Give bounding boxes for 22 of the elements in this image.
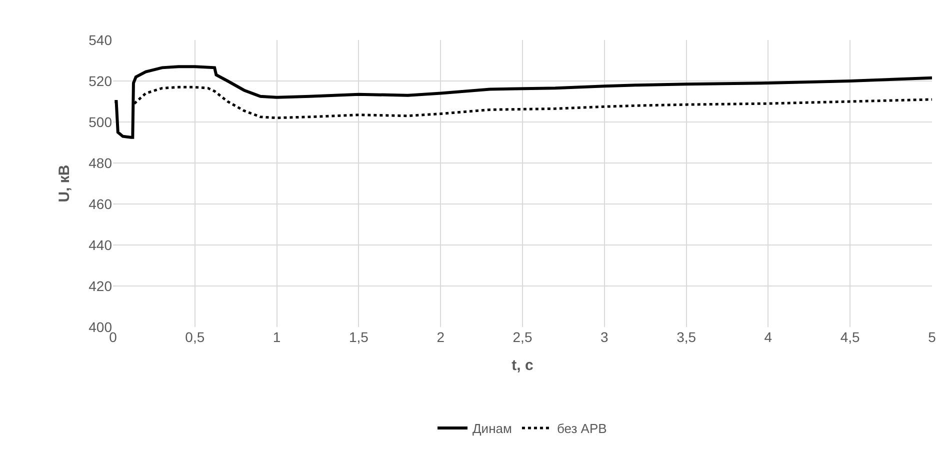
- y-tick-label: 420: [88, 278, 112, 294]
- y-tick-label: 460: [88, 196, 112, 212]
- y-axis-title: U, кВ: [56, 164, 73, 202]
- legend-label: без АРВ: [556, 421, 607, 436]
- x-tick-label: 2: [436, 329, 445, 345]
- y-tick-label: 520: [88, 72, 112, 89]
- x-tick-label: 0,5: [185, 329, 205, 345]
- x-tick-label: 3,5: [676, 329, 696, 345]
- x-tick-label: 1: [272, 329, 281, 345]
- x-tick-label: 1,5: [348, 329, 369, 345]
- y-tick-label: 480: [88, 154, 112, 171]
- x-tick-label: 5: [928, 329, 936, 345]
- x-tick-label: 3: [600, 329, 608, 345]
- line-series: [113, 65, 932, 139]
- y-tick-label: 440: [88, 236, 112, 253]
- x-axis-title: t, с: [512, 357, 534, 374]
- y-tick-label: 540: [88, 32, 112, 48]
- x-tick-label: 4: [764, 329, 772, 345]
- x-tick-label: 4,5: [840, 329, 860, 345]
- x-tick-label: 2,5: [512, 329, 532, 345]
- legend-label: Динам: [472, 421, 512, 436]
- y-tick-label: 500: [88, 114, 112, 130]
